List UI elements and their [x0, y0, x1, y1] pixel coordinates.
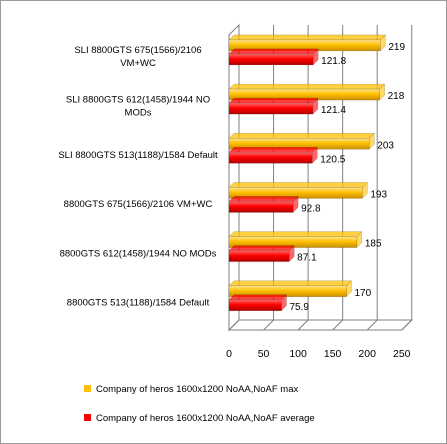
- legend-label-0: Company of heros 1600x1200 NoAA,NoAF max: [96, 384, 298, 395]
- floor: [227, 319, 413, 331]
- legend-swatch-0: [84, 385, 91, 392]
- category-label-5-0: 8800GTS 513(1188)/1584 Default: [67, 297, 210, 308]
- value-label-0-0: 219: [388, 42, 405, 53]
- gridlines: [228, 25, 413, 331]
- bar-0-4: [228, 230, 363, 249]
- legend: Company of heros 1600x1200 NoAA,NoAF max…: [84, 384, 315, 424]
- value-label-0-1: 218: [388, 91, 405, 102]
- value-label-0-4: 185: [365, 239, 382, 250]
- bar-0-0: [228, 34, 386, 52]
- bar-0-5: [228, 280, 353, 298]
- category-label-4-0: 8800GTS 612(1458)/1944 NO MODs: [60, 248, 217, 259]
- bar-1-2: [228, 146, 318, 164]
- category-label-3-0: 8800GTS 675(1566)/2106 VM+WC: [64, 199, 213, 210]
- bar-0-1: [228, 83, 386, 101]
- value-label-0-3: 193: [370, 189, 387, 200]
- category-label-1-1: MODs: [125, 107, 152, 118]
- value-label-1-2: 120.5: [320, 154, 345, 165]
- category-label-1-0: SLI 8800GTS 612(1458)/1944 NO: [66, 94, 210, 105]
- tick-label-4: 200: [358, 348, 376, 360]
- category-labels: SLI 8800GTS 675(1566)/2106 VM+WC SLI 8800G…: [58, 45, 218, 308]
- value-label-1-0: 121.8: [321, 56, 346, 67]
- value-label-1-1: 121.4: [321, 105, 346, 116]
- category-label-0-1: VM+WC: [120, 58, 156, 69]
- gridline-4: [366, 25, 378, 331]
- x-axis-ticks: 0 50 100 150 200 250: [226, 348, 411, 360]
- value-label-0-2: 203: [377, 140, 394, 151]
- bar-0-2: [228, 132, 375, 150]
- tick-label-5: 250: [393, 348, 411, 360]
- value-label-0-5: 170: [354, 288, 371, 299]
- legend-label-1: Company of heros 1600x1200 NoAA,NoAF ave…: [96, 413, 315, 424]
- bar-1-1: [228, 97, 319, 115]
- category-label-0-0: SLI 8800GTS 675(1566)/2106: [74, 45, 201, 56]
- bar-1-3: [228, 195, 299, 214]
- value-label-1-5: 75.9: [289, 302, 309, 313]
- bars: 219 121.8 218 121.4 203 120.5 193 92.8 185 87.1 17…: [228, 34, 405, 313]
- tick-label-3: 150: [324, 348, 342, 360]
- value-label-1-4: 87.1: [297, 253, 317, 264]
- gridline-0: [228, 25, 240, 331]
- gridline-5: [401, 25, 413, 331]
- value-label-1-3: 92.8: [301, 203, 321, 214]
- tick-label-1: 50: [258, 348, 270, 360]
- bar-1-4: [228, 244, 295, 263]
- tick-label-0: 0: [226, 348, 232, 360]
- gridline-3: [332, 25, 344, 331]
- tick-label-2: 100: [289, 348, 307, 360]
- legend-swatch-1: [84, 414, 91, 421]
- gridline-2: [297, 25, 309, 331]
- gridline-1: [263, 25, 275, 331]
- bar-1-5: [228, 294, 288, 312]
- category-label-2-0: SLI 8800GTS 513(1188)/1584 Default: [58, 150, 218, 161]
- bar-1-0: [228, 48, 319, 66]
